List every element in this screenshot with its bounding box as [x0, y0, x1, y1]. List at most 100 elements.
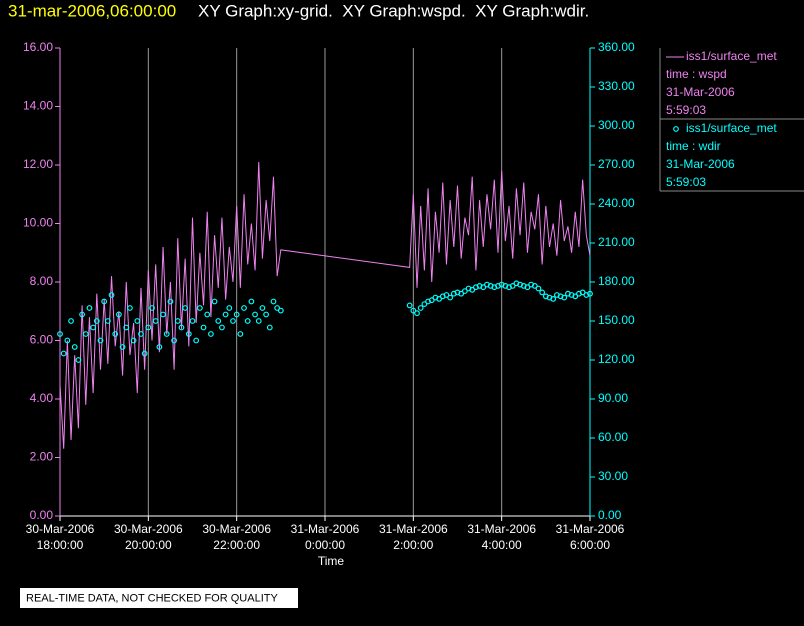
- wdir-point: [189, 318, 196, 324]
- wdir-point: [149, 305, 155, 311]
- x-tick-label: 22:00:00: [213, 538, 260, 552]
- wdir-point: [410, 307, 417, 314]
- wdir-point: [82, 331, 89, 337]
- wdir-point: [226, 305, 233, 311]
- y2-tick-label: 0.00: [598, 508, 622, 522]
- wdir-point: [233, 311, 240, 318]
- wdir-point: [241, 305, 247, 311]
- legend-detail: 31-Mar-2006: [666, 85, 735, 99]
- wdir-point: [230, 318, 236, 324]
- wdir-point: [185, 331, 192, 337]
- wdir-point: [60, 350, 67, 357]
- y-tick-label: 4.00: [30, 391, 54, 405]
- wdir-point: [255, 318, 262, 324]
- wdir-point: [134, 318, 141, 324]
- note-box: [20, 588, 298, 608]
- x-tick-label: 0:00:00: [305, 538, 345, 552]
- x-axis-label: Time: [318, 554, 345, 568]
- wdir-point: [108, 292, 115, 298]
- wdir-point: [178, 324, 185, 331]
- y-tick-label: 0.00: [30, 508, 54, 522]
- x-tick-label: 31-Mar-2006: [379, 522, 448, 536]
- y2-tick-label: 30.00: [598, 469, 628, 483]
- legend-detail: time : wspd: [666, 67, 727, 81]
- wdir-point: [156, 344, 163, 350]
- x-tick-label: 20:00:00: [125, 538, 172, 552]
- wdir-point: [277, 307, 284, 314]
- wdir-point: [64, 337, 71, 344]
- y-tick-label: 14.00: [23, 99, 53, 113]
- wdir-point: [531, 283, 538, 289]
- wdir-point: [436, 296, 442, 302]
- wdir-point: [123, 324, 130, 331]
- y2-tick-label: 270.00: [598, 157, 635, 171]
- wdir-point: [57, 331, 63, 337]
- wdir-point: [417, 305, 424, 311]
- wdir-point: [469, 286, 476, 293]
- x-tick-label: 30-Mar-2006: [202, 522, 271, 536]
- wdir-point: [182, 305, 189, 311]
- y2-tick-label: 300.00: [598, 118, 635, 132]
- chart-title: 31-mar-2006,06:00:00: [8, 1, 176, 20]
- y-tick-label: 6.00: [30, 333, 54, 347]
- x-tick-label: 31-Mar-2006: [467, 522, 536, 536]
- x-tick-label: 31-Mar-2006: [291, 522, 360, 536]
- legend-detail: 5:59:03: [666, 103, 706, 117]
- wdir-point: [163, 331, 170, 337]
- wdir-point: [219, 324, 225, 331]
- wdir-point: [68, 318, 74, 324]
- wdir-point: [193, 337, 200, 344]
- wdir-point: [266, 324, 273, 331]
- wdir-point: [145, 324, 152, 331]
- wdir-point: [174, 318, 181, 324]
- y-tick-label: 16.00: [23, 40, 53, 54]
- wdir-point: [196, 305, 203, 311]
- wdir-point: [461, 288, 468, 295]
- wdir-point: [524, 284, 531, 291]
- y-tick-label: 10.00: [23, 216, 53, 230]
- wdir-point: [458, 290, 465, 297]
- chart-subtitle: XY Graph:xy-grid. XY Graph:wspd. XY Grap…: [198, 1, 589, 20]
- y2-tick-label: 120.00: [598, 352, 635, 366]
- y-tick-label: 8.00: [30, 274, 54, 288]
- x-tick-label: 18:00:00: [37, 538, 84, 552]
- wdir-point: [252, 311, 258, 318]
- y2-tick-label: 60.00: [598, 430, 628, 444]
- wdir-point: [259, 305, 266, 311]
- wdir-point: [535, 285, 542, 292]
- wdir-point: [130, 337, 137, 344]
- wdir-point: [428, 297, 435, 304]
- wdir-point: [561, 294, 568, 301]
- y2-tick-label: 330.00: [598, 79, 635, 93]
- wdir-point: [141, 350, 148, 357]
- x-tick-label: 30-Mar-2006: [26, 522, 95, 536]
- wdir-point: [509, 283, 516, 289]
- wdir-point: [270, 298, 277, 305]
- wdir-point: [208, 331, 214, 337]
- y2-tick-label: 210.00: [598, 235, 635, 249]
- wdir-point: [138, 331, 144, 337]
- wdir-point: [75, 357, 82, 363]
- y-tick-label: 2.00: [30, 450, 54, 464]
- wdir-point: [160, 311, 166, 318]
- legend-label: iss1/surface_met: [686, 49, 777, 63]
- x-tick-label: 4:00:00: [482, 538, 522, 552]
- wdir-point: [93, 318, 100, 324]
- wdir-point: [550, 296, 557, 302]
- wdir-point: [414, 310, 420, 317]
- y2-tick-label: 240.00: [598, 196, 635, 210]
- wdir-point: [97, 337, 104, 344]
- legend-detail: 5:59:03: [666, 175, 706, 189]
- wdir-point: [443, 292, 450, 298]
- wspd-line: [59, 162, 591, 449]
- legend-label: iss1/surface_met: [686, 121, 777, 135]
- x-tick-label: 30-Mar-2006: [114, 522, 183, 536]
- wdir-point: [171, 337, 177, 344]
- y2-tick-label: 180.00: [598, 274, 635, 288]
- x-tick-label: 2:00:00: [393, 538, 433, 552]
- wdir-point: [215, 318, 222, 324]
- wdir-point: [104, 318, 111, 324]
- wdir-point: [211, 298, 218, 305]
